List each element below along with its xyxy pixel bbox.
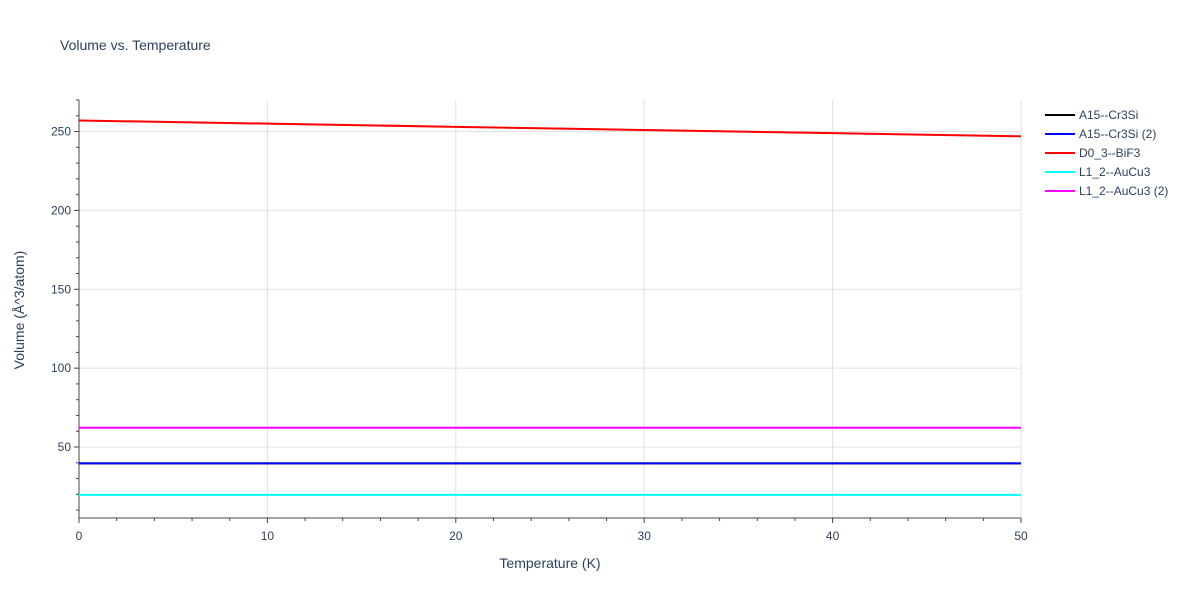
x-axis-title: Temperature (K) xyxy=(499,555,600,571)
series-line-2 xyxy=(78,119,1022,138)
x-tick-label: 10 xyxy=(261,529,275,543)
y-tick-label: 200 xyxy=(51,203,71,217)
legend-label: A15--Cr3Si xyxy=(1079,108,1138,122)
axes: 0 10 20 30 40 50 50 100 150 200 250 xyxy=(51,99,1028,543)
chart-title: Volume vs. Temperature xyxy=(60,37,211,53)
series-group xyxy=(78,119,1022,496)
x-tick-label: 30 xyxy=(638,529,652,543)
legend-label: A15--Cr3Si (2) xyxy=(1079,127,1156,141)
y-tick-label: 100 xyxy=(51,361,71,375)
y-tick-label: 250 xyxy=(51,125,71,139)
x-tick-label: 40 xyxy=(826,529,840,543)
legend-label: D0_3--BiF3 xyxy=(1079,146,1141,160)
grid xyxy=(79,100,1022,518)
x-tick-label: 0 xyxy=(76,529,83,543)
x-tick-label: 50 xyxy=(1014,529,1028,543)
y-tick-label: 50 xyxy=(58,440,72,454)
legend-label: L1_2--AuCu3 xyxy=(1079,165,1151,179)
y-axis-title: Volume (Å^3/atom) xyxy=(11,251,27,370)
legend: A15--Cr3Si A15--Cr3Si (2) D0_3--BiF3 L1_2--… xyxy=(1045,108,1168,198)
x-tick-label: 20 xyxy=(449,529,463,543)
y-tick-label: 150 xyxy=(51,282,71,296)
legend-label: L1_2--AuCu3 (2) xyxy=(1079,184,1168,198)
